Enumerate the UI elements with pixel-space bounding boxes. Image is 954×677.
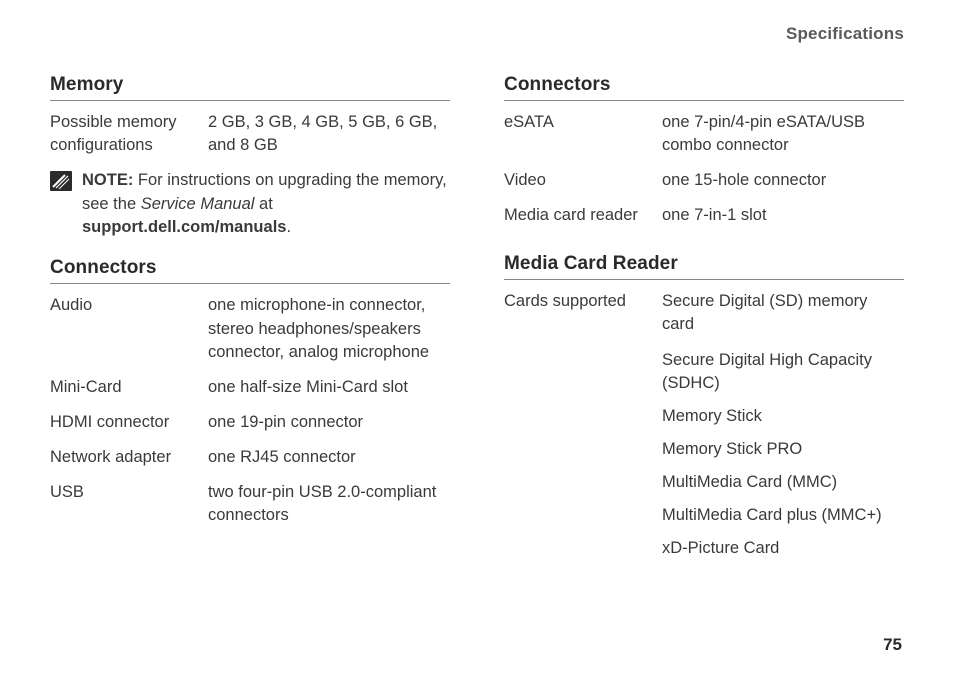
spec-row: Cards supported Secure Digital (SD) memo… <box>504 290 904 336</box>
connectors-left-heading: Connectors <box>50 257 450 284</box>
spec-row: HDMI connector one 19-pin connector <box>50 411 450 434</box>
spec-row: Possible memory configurations 2 GB, 3 G… <box>50 111 450 157</box>
note-end: . <box>286 218 291 236</box>
spec-label: Mini-Card <box>50 376 208 399</box>
left-column: Memory Possible memory configurations 2 … <box>50 74 450 570</box>
list-item: Memory Stick <box>662 405 904 428</box>
note-link: support.dell.com/manuals <box>82 218 286 236</box>
spec-label: Network adapter <box>50 446 208 469</box>
media-heading: Media Card Reader <box>504 253 904 280</box>
page-number: 75 <box>883 635 902 655</box>
spec-row: Audio one microphone-in connector, stere… <box>50 294 450 363</box>
spec-row: Video one 15-hole connector <box>504 169 904 192</box>
spec-row: USB two four-pin USB 2.0-compliant conne… <box>50 481 450 527</box>
spec-label: Media card reader <box>504 204 662 227</box>
note-label: NOTE: <box>82 171 133 189</box>
note-icon <box>50 171 72 191</box>
spec-value: one microphone-in connector, stereo head… <box>208 294 450 363</box>
note-mid: at <box>254 195 272 213</box>
page-header: Specifications <box>50 24 904 44</box>
spec-label: Cards supported <box>504 290 662 336</box>
spec-label: Possible memory configurations <box>50 111 208 157</box>
spec-value: 2 GB, 3 GB, 4 GB, 5 GB, 6 GB, and 8 GB <box>208 111 450 157</box>
spec-label: Video <box>504 169 662 192</box>
spec-row: Media card reader one 7-in-1 slot <box>504 204 904 227</box>
list-item: MultiMedia Card plus (MMC+) <box>662 504 904 527</box>
memory-heading: Memory <box>50 74 450 101</box>
list-item: Memory Stick PRO <box>662 438 904 461</box>
list-item: xD-Picture Card <box>662 537 904 560</box>
spec-label: HDMI connector <box>50 411 208 434</box>
spec-value: one RJ45 connector <box>208 446 450 469</box>
note-italic: Service Manual <box>141 195 255 213</box>
right-column: Connectors eSATA one 7-pin/4-pin eSATA/U… <box>504 74 904 570</box>
spec-label: eSATA <box>504 111 662 157</box>
spec-value: two four-pin USB 2.0-compliant connector… <box>208 481 450 527</box>
spec-label: Audio <box>50 294 208 363</box>
spec-row: eSATA one 7-pin/4-pin eSATA/USB combo co… <box>504 111 904 157</box>
note-text: NOTE: For instructions on upgrading the … <box>82 169 450 239</box>
spec-value: one 7-pin/4-pin eSATA/USB combo connecto… <box>662 111 904 157</box>
spec-row: Mini-Card one half-size Mini-Card slot <box>50 376 450 399</box>
spec-value: one 19-pin connector <box>208 411 450 434</box>
note-block: NOTE: For instructions on upgrading the … <box>50 169 450 239</box>
list-item: MultiMedia Card (MMC) <box>662 471 904 494</box>
cards-list: Secure Digital High Capacity (SDHC) Memo… <box>662 349 904 561</box>
spec-value: Secure Digital (SD) memory card <box>662 290 904 336</box>
connectors-right-heading: Connectors <box>504 74 904 101</box>
spec-value: one half-size Mini-Card slot <box>208 376 450 399</box>
spec-value: one 7-in-1 slot <box>662 204 904 227</box>
spec-label: USB <box>50 481 208 527</box>
content-columns: Memory Possible memory configurations 2 … <box>50 74 904 570</box>
spec-row: Network adapter one RJ45 connector <box>50 446 450 469</box>
spec-value: one 15-hole connector <box>662 169 904 192</box>
list-item: Secure Digital High Capacity (SDHC) <box>662 349 904 395</box>
